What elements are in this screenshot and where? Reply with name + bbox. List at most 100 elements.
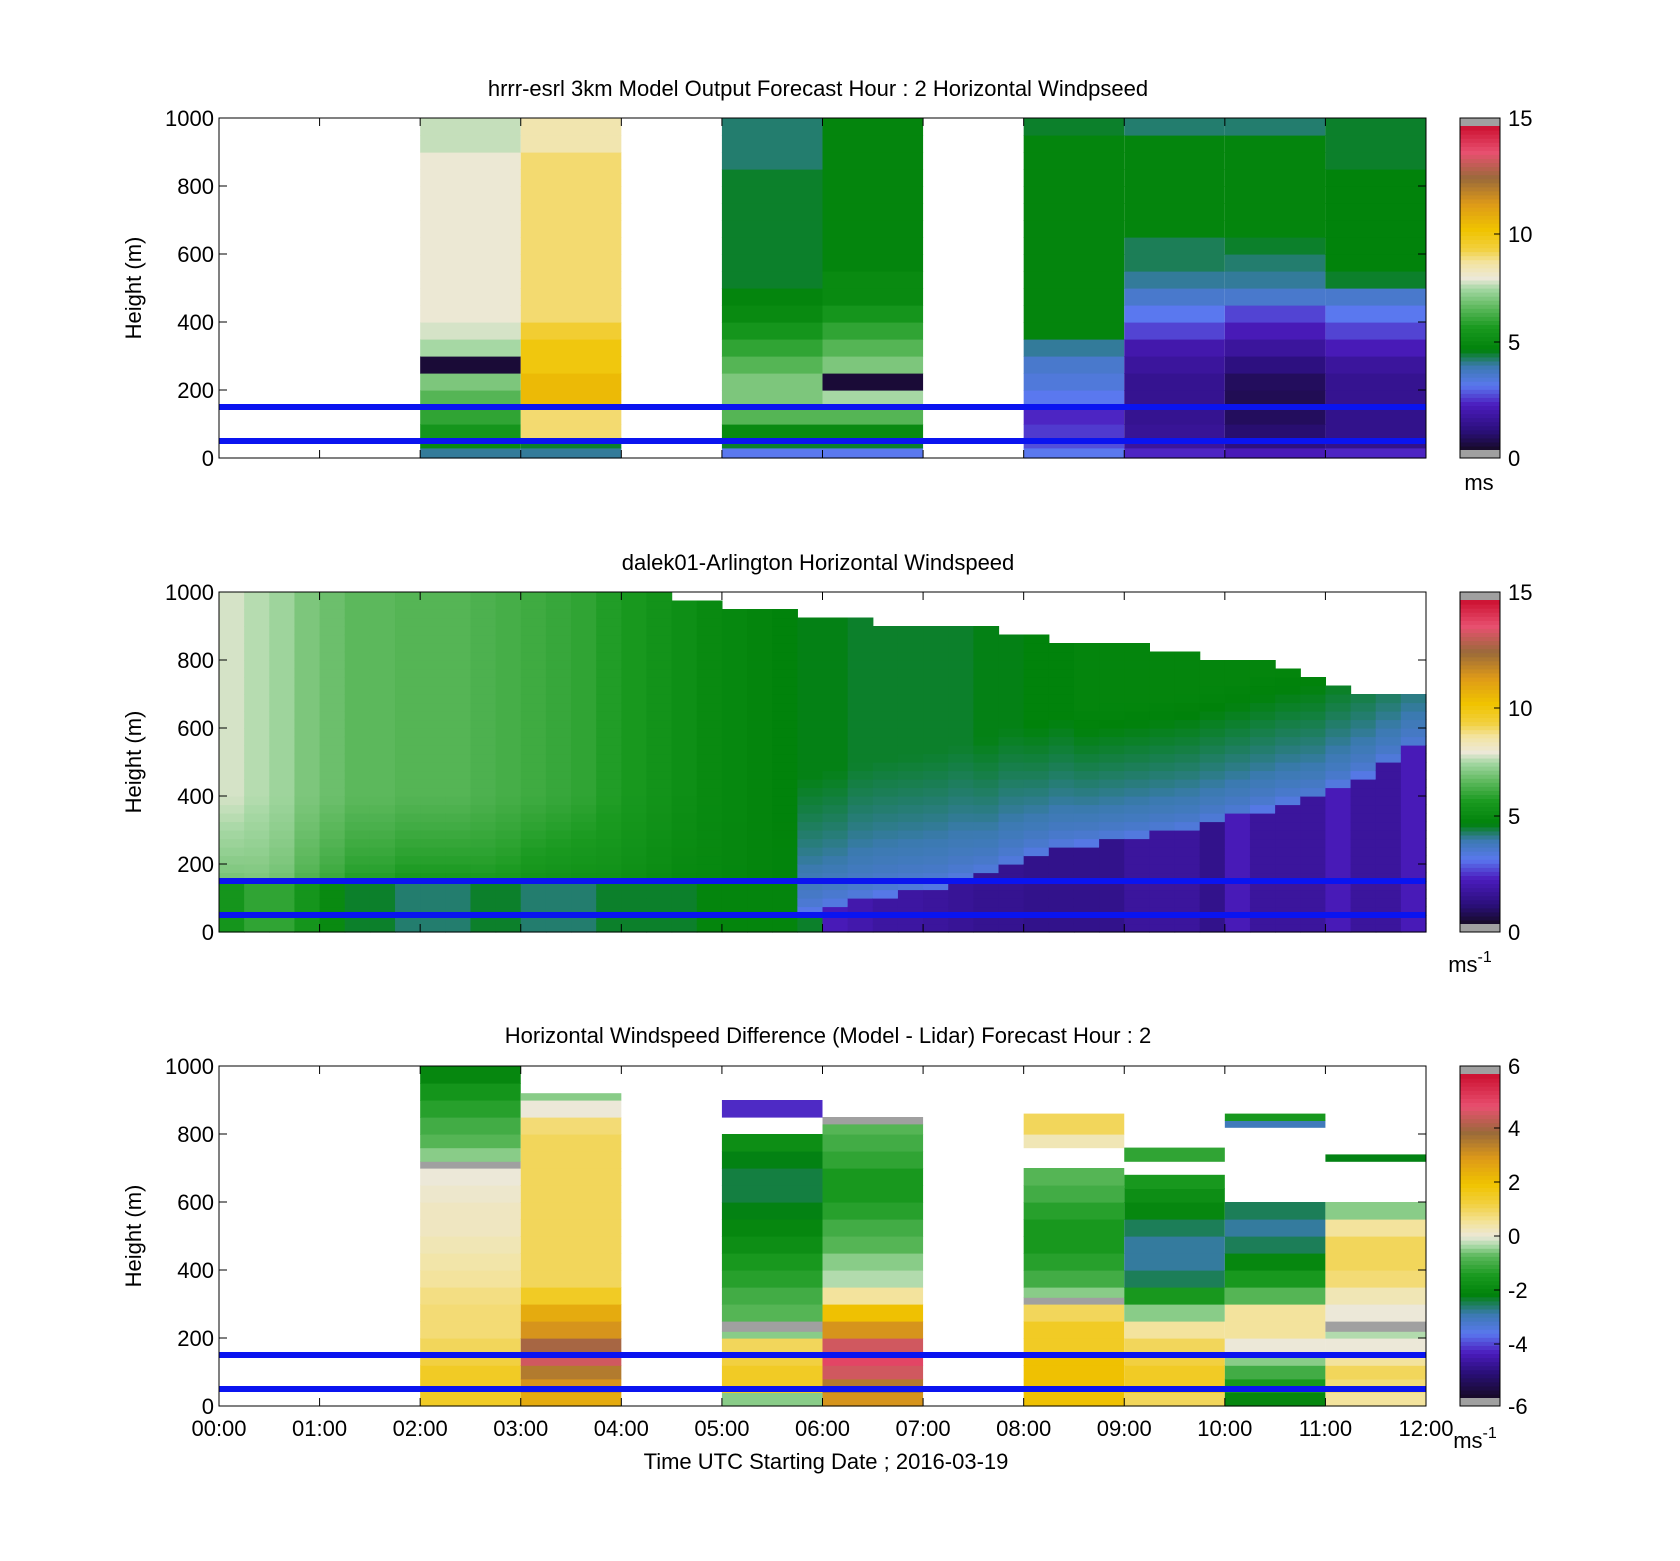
model-cell — [822, 373, 924, 391]
lidar-cell — [1023, 830, 1050, 840]
lidar-cell — [395, 889, 421, 899]
lidar-cell — [294, 736, 321, 746]
lidar-cell — [1300, 770, 1327, 780]
lidar-cell — [671, 728, 698, 738]
lidar-cell — [822, 821, 849, 831]
lidar-cell — [269, 702, 296, 712]
model-colorbar-swatch — [1460, 320, 1500, 326]
lidar-cell — [621, 872, 648, 882]
lidar-cell — [747, 736, 773, 746]
lidar-cell — [1325, 787, 1352, 797]
lidar-cell — [747, 923, 773, 933]
lidar-colorbar-swatch — [1460, 859, 1500, 864]
lidar-cell — [1174, 796, 1201, 806]
difference-colorbar-swatch — [1460, 1276, 1500, 1282]
lidar-cell — [747, 855, 773, 865]
lidar-cell — [294, 923, 321, 933]
lidar-cell — [1149, 660, 1176, 670]
difference-cell — [420, 1321, 521, 1339]
model-colorbar-swatch — [1460, 170, 1500, 176]
lidar-cell — [621, 906, 648, 916]
lidar-cell — [747, 643, 773, 653]
lidar-cell — [294, 787, 321, 797]
model-cell — [420, 203, 521, 221]
lidar-cell — [671, 736, 698, 746]
lidar-cell — [948, 685, 974, 695]
lidar-cell — [696, 821, 723, 831]
lidar-cell — [571, 830, 597, 840]
lidar-cell — [470, 626, 497, 636]
lidar-cell — [344, 787, 371, 797]
lidar-cell — [445, 609, 472, 619]
model-cell — [1325, 118, 1426, 136]
lidar-cell — [1350, 915, 1377, 925]
difference-cell — [1023, 1287, 1125, 1298]
difference-cell — [1224, 1113, 1326, 1121]
lidar-y-tick-label: 0 — [202, 920, 214, 945]
model-cell — [1224, 118, 1326, 136]
lidar-colorbar-swatch — [1460, 798, 1500, 804]
lidar-cell — [269, 736, 296, 746]
difference-cell — [721, 1236, 823, 1254]
difference-colorbar-swatch — [1460, 1118, 1500, 1124]
lidar-cell — [520, 617, 547, 627]
lidar-cell — [1023, 796, 1050, 806]
lidar-cell — [244, 830, 270, 840]
lidar-cell — [244, 821, 270, 831]
lidar-cell — [721, 745, 748, 755]
lidar-cell — [1149, 813, 1176, 823]
lidar-cell — [897, 830, 924, 840]
lidar-cell — [571, 770, 597, 780]
lidar-cell — [369, 864, 396, 874]
lidar-cell — [1224, 872, 1251, 882]
lidar-cell — [772, 634, 798, 644]
lidar-cell — [1375, 728, 1402, 738]
model-cell — [721, 447, 823, 459]
lidar-cell — [294, 915, 321, 925]
difference-cell — [1023, 1270, 1125, 1288]
model-colorbar-swatch — [1460, 166, 1500, 172]
lidar-cell — [1048, 702, 1075, 712]
lidar-cell — [269, 745, 296, 755]
difference-colorbar-swatch — [1460, 1227, 1500, 1233]
lidar-cell — [1023, 685, 1050, 695]
model-colorbar-swatch — [1460, 352, 1500, 358]
lidar-cell — [1375, 770, 1402, 780]
lidar-cell — [1300, 677, 1327, 687]
lidar-cell — [369, 830, 396, 840]
lidar-cell — [671, 719, 698, 729]
lidar-cell — [395, 626, 421, 636]
model-cell — [721, 118, 823, 136]
difference-cell — [1224, 1365, 1326, 1380]
lidar-cell — [269, 660, 296, 670]
lidar-cell — [269, 872, 296, 882]
model-cell — [1325, 152, 1426, 170]
lidar-cell — [219, 626, 245, 636]
lidar-cell — [294, 745, 321, 755]
lidar-cell — [621, 923, 648, 933]
lidar-cell — [344, 804, 371, 814]
model-colorbar-swatch — [1460, 417, 1500, 423]
lidar-cell — [344, 592, 371, 602]
lidar-cell — [520, 855, 547, 865]
lidar-colorbar-swatch — [1460, 762, 1500, 767]
difference-x-tick-label: 12:00 — [1398, 1416, 1453, 1441]
lidar-cell — [1275, 745, 1301, 755]
lidar-cell — [294, 668, 321, 678]
difference-cell — [520, 1365, 622, 1380]
lidar-cell — [696, 745, 723, 755]
lidar-cell — [948, 719, 974, 729]
lidar-cell — [1099, 923, 1125, 933]
lidar-cell — [596, 804, 622, 814]
lidar-cell — [822, 872, 849, 882]
difference-cell — [1023, 1321, 1125, 1339]
difference-colorbar-over — [1460, 1066, 1500, 1074]
difference-cell — [420, 1168, 521, 1186]
lidar-cell — [244, 617, 270, 627]
lidar-cell — [973, 779, 1000, 789]
lidar-cell — [319, 600, 346, 610]
lidar-cell — [219, 694, 245, 704]
lidar-cell — [847, 796, 874, 806]
lidar-cell — [470, 855, 497, 865]
lidar-cell — [671, 779, 698, 789]
